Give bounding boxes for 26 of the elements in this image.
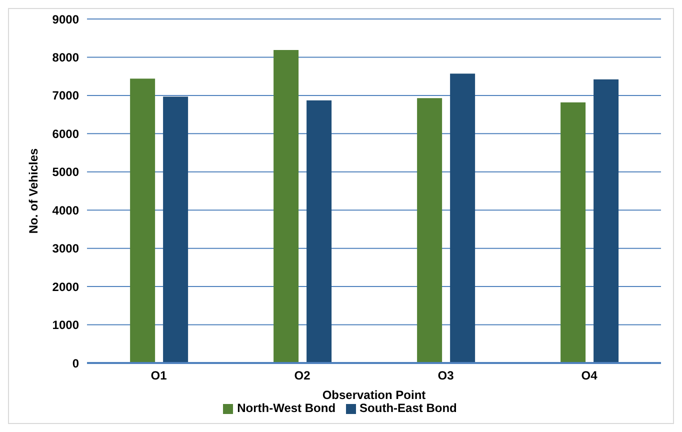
- bar: [274, 50, 299, 363]
- legend-label: North-West Bond: [237, 401, 336, 415]
- x-tick-label: O3: [438, 368, 454, 383]
- bar: [450, 74, 476, 363]
- y-tick-label: 8000: [52, 50, 80, 64]
- y-tick-label: 2000: [52, 280, 80, 294]
- y-axis-title: No. of Vehicles: [26, 148, 40, 234]
- y-tick-label: 1000: [52, 318, 80, 332]
- x-tick-label: O4: [581, 368, 598, 383]
- legend-label: South-East Bond: [360, 401, 457, 415]
- bar: [306, 100, 332, 363]
- y-tick-label: 6000: [52, 126, 80, 141]
- x-tick-label: O1: [150, 368, 168, 383]
- y-tick-label: 5000: [52, 165, 80, 180]
- x-axis-title: Observation Point: [322, 388, 426, 402]
- bar: [417, 98, 442, 363]
- bar: [594, 79, 619, 363]
- x-tick-label: O2: [294, 368, 311, 383]
- y-tick-label: 0: [72, 356, 80, 370]
- y-tick-label: 7000: [52, 88, 80, 103]
- bar: [560, 102, 586, 363]
- bar: [130, 78, 156, 363]
- y-tick-label: 4000: [52, 203, 80, 218]
- bar: [163, 96, 188, 363]
- y-tick-label: 3000: [52, 242, 80, 256]
- y-tick-label: 9000: [52, 12, 80, 26]
